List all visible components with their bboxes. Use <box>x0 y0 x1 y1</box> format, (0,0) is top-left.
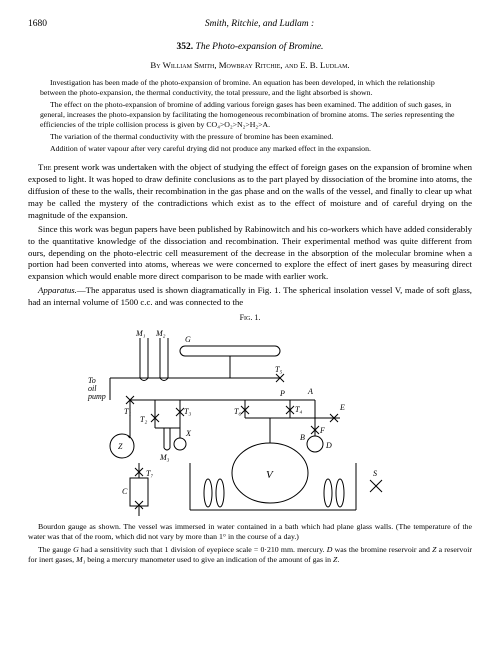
label-S: S <box>373 469 377 478</box>
label-P: P <box>279 389 285 398</box>
tail-text: Bourdon gauge as shown. The vessel was i… <box>28 522 472 566</box>
label-C: C <box>122 487 128 496</box>
tail-p1: Bourdon gauge as shown. The vessel was i… <box>28 522 472 543</box>
abstract-p3: The variation of the thermal conductivit… <box>40 132 460 142</box>
running-head: Smith, Ritchie, and Ludlam : <box>47 18 472 31</box>
label-A: A <box>307 387 313 396</box>
article-title: The Photo-expansion of Bromine. <box>196 42 324 52</box>
article-number: 352. <box>177 42 194 52</box>
body-p3-rest: —The apparatus used is shown diagramatic… <box>28 285 472 307</box>
label-T4: T₄ <box>295 405 302 414</box>
label-M3: M₃ <box>159 453 170 462</box>
label-T7: T₇ <box>146 469 153 478</box>
body-p1: The present work was undertaken with the… <box>28 162 472 221</box>
abstract: Investigation has been made of the photo… <box>40 78 460 155</box>
label-X: X <box>185 429 192 438</box>
abstract-p2: The effect on the photo-expansion of bro… <box>40 100 460 130</box>
label-M1: M₁ <box>135 329 146 338</box>
article-title-row: 352. The Photo-expansion of Bromine. <box>28 41 472 54</box>
figure-caption: Fig. 1. <box>28 313 472 324</box>
apparatus-diagram: G M₁ M₂ Tooilpump T₁ T₂ T₃ X M₃ Z C T₇ A <box>80 328 420 518</box>
body-p3: Apparatus.—The apparatus used is shown d… <box>28 285 472 309</box>
label-V: V <box>266 469 274 481</box>
label-E: E <box>339 403 345 412</box>
label-T5: T₅ <box>275 365 282 374</box>
label-D: D <box>325 441 332 450</box>
section-head: Apparatus. <box>38 285 77 295</box>
page-number: 1680 <box>28 18 47 31</box>
label-B: B <box>300 433 305 442</box>
body-p2: Since this work was begun papers have be… <box>28 224 472 283</box>
abstract-p4: Addition of water vapour after very care… <box>40 144 460 154</box>
lead-word: The <box>38 162 51 172</box>
tail-p2: The gauge G had a sensitivity such that … <box>28 545 472 566</box>
label-F: F <box>319 426 325 435</box>
label-Z: Z <box>118 442 123 451</box>
label-T2: T₂ <box>140 415 147 424</box>
byline: By William Smith, Mowbray Ritchie, and E… <box>28 60 472 72</box>
abstract-p1: Investigation has been made of the photo… <box>40 78 460 98</box>
body-p1-rest: present work was undertaken with the obj… <box>28 162 472 220</box>
label-M2: M₂ <box>155 329 166 338</box>
label-G: G <box>185 335 191 344</box>
tail-t3: was the bromine reservoir and <box>332 545 432 554</box>
tail-t2: had a sensitivity such that 1 division o… <box>79 545 327 554</box>
label-T6: T₆ <box>234 407 241 416</box>
label-T3: T₃ <box>184 407 191 416</box>
tail-t5: being a mercury manometer used to give a… <box>85 555 333 564</box>
tail-M1: M₁ <box>76 555 85 564</box>
tail-t6: . <box>337 555 339 564</box>
label-to-pump: Tooilpump <box>87 376 106 401</box>
body-text: The present work was undertaken with the… <box>28 162 472 309</box>
tail-t1: The gauge <box>38 545 73 554</box>
